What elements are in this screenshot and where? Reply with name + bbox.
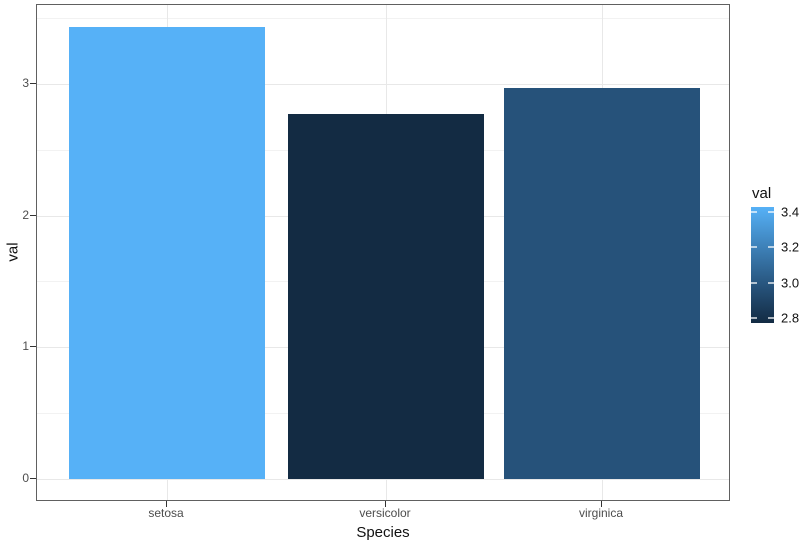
x-tick-mark: [601, 501, 602, 507]
legend-tick: [768, 246, 774, 249]
x-tick-mark: [166, 501, 167, 507]
y-tick-label: 3: [22, 75, 29, 90]
bar-setosa: [69, 27, 265, 479]
legend-title: val: [752, 185, 772, 202]
x-tick-mark: [385, 501, 386, 507]
legend-tick: [751, 211, 757, 214]
x-tick-label: versicolor: [359, 506, 411, 520]
y-tick-label: 2: [22, 207, 29, 222]
x-tick-label: virginica: [578, 506, 624, 520]
minor-gridline: [37, 18, 729, 20]
y-axis-title: val: [4, 242, 22, 262]
major-gridline: [37, 479, 729, 480]
x-axis-title: Species: [356, 524, 410, 541]
major-gridline: [37, 83, 729, 85]
legend-tick: [768, 281, 774, 284]
bar-virginica: [504, 88, 700, 479]
y-tick-label: 1: [22, 339, 29, 354]
legend-tick: [768, 316, 774, 319]
legend-colorbar: [751, 207, 774, 323]
bars: [37, 5, 729, 500]
legend-tick-label: 3.4: [781, 204, 800, 220]
legend-tick-label: 3.0: [781, 275, 800, 291]
legend-tick: [768, 211, 774, 214]
y-tick-label: 0: [22, 471, 29, 485]
x-tick-label: setosa: [148, 506, 184, 520]
plot-panel: [36, 4, 730, 501]
legend-tick-label: 2.8: [781, 310, 800, 326]
legend-tick-label: 3.2: [781, 239, 800, 255]
legend-tick: [751, 246, 757, 249]
legend-tick: [751, 281, 757, 284]
bar-versicolor: [288, 114, 484, 479]
legend-tick: [751, 316, 757, 319]
